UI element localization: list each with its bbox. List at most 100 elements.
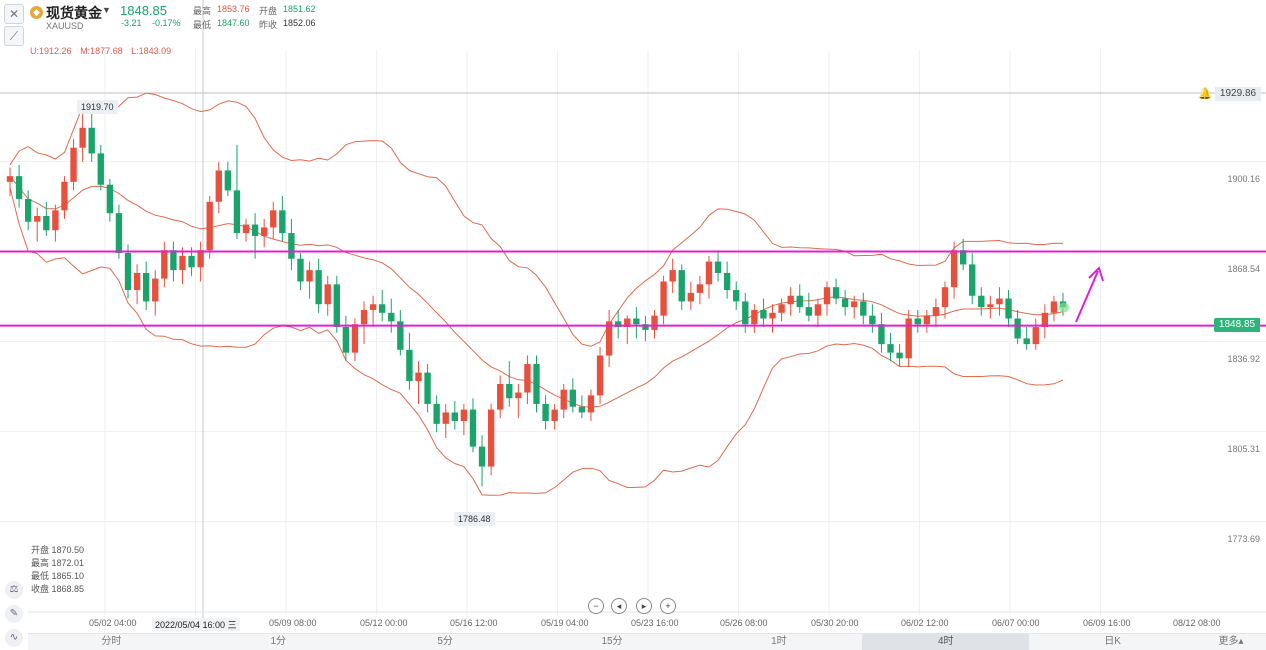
high-label: 最高 bbox=[193, 6, 212, 16]
candle-body bbox=[778, 304, 785, 313]
tab-5min[interactable]: 5分 bbox=[437, 636, 453, 647]
candle-body bbox=[315, 270, 322, 305]
period-low-label: 1786.48 bbox=[454, 512, 495, 526]
chevron-down-icon[interactable]: ▼ bbox=[102, 5, 111, 15]
candle-body bbox=[188, 255, 195, 268]
scroll-left-icon[interactable]: ◂ bbox=[611, 598, 627, 614]
tab-1hour[interactable]: 1时 bbox=[771, 636, 787, 647]
gold-coin-icon: ◆ bbox=[30, 6, 43, 19]
candle-body bbox=[52, 210, 59, 231]
close-chart-icon[interactable]: ✕ bbox=[4, 4, 24, 24]
candle-body bbox=[497, 383, 504, 410]
candle-body bbox=[233, 190, 241, 234]
indicator-icon[interactable]: ⚖ bbox=[5, 581, 23, 599]
zoom-in-icon[interactable]: + bbox=[660, 598, 676, 614]
candle-body bbox=[978, 295, 985, 308]
candle-body bbox=[950, 250, 958, 288]
time-axis-label: 05/02 04:00 bbox=[89, 618, 137, 628]
price-change: -3.21 bbox=[121, 18, 142, 28]
candle-body bbox=[678, 270, 685, 302]
candle-body bbox=[887, 344, 894, 353]
symbol-name[interactable]: 现货黄金 bbox=[46, 5, 102, 21]
time-axis-label: 05/12 00:00 bbox=[360, 618, 408, 628]
low-label: 最低 bbox=[193, 20, 212, 30]
candle-body bbox=[306, 270, 313, 282]
candle-body bbox=[15, 176, 23, 199]
candle-body bbox=[560, 389, 567, 410]
candle-body bbox=[106, 184, 114, 214]
candle-body bbox=[651, 315, 658, 330]
draw-tool-icon[interactable]: ⟋ bbox=[4, 26, 24, 46]
candle-body bbox=[569, 389, 576, 407]
candle-body bbox=[469, 409, 477, 447]
candle-body bbox=[424, 372, 431, 404]
tab-more[interactable]: 更多▴ bbox=[1218, 636, 1244, 647]
tab-1min[interactable]: 1分 bbox=[270, 636, 287, 647]
boll-upper-line bbox=[9, 92, 1064, 347]
horizontal-lines bbox=[0, 250, 1266, 327]
candle-body bbox=[369, 304, 377, 310]
candle-body bbox=[133, 272, 141, 291]
scroll-right-icon[interactable]: ▸ bbox=[636, 598, 652, 614]
candle-body bbox=[624, 318, 631, 328]
prev-close-value: 1852.06 bbox=[283, 18, 316, 28]
candle-body bbox=[896, 352, 903, 359]
candle-body bbox=[451, 412, 458, 421]
price-axis-label: 1773.69 bbox=[1227, 534, 1260, 544]
candle-body bbox=[297, 258, 304, 282]
bollinger-values: U:1912.26 M:1877.68 L:1843.09 bbox=[30, 46, 177, 56]
candle-body bbox=[406, 349, 413, 382]
candle-body bbox=[515, 392, 522, 399]
current-price-tag: 1848.85 bbox=[1214, 318, 1260, 332]
candle-body bbox=[987, 304, 994, 308]
tab-15min[interactable]: 15分 bbox=[601, 636, 623, 647]
candle-body bbox=[860, 301, 867, 316]
candle-body bbox=[605, 321, 613, 356]
candle-body bbox=[823, 287, 831, 305]
time-axis-label: 05/26 08:00 bbox=[720, 618, 768, 628]
open-value: 1851.62 bbox=[283, 4, 316, 14]
candle-body bbox=[215, 170, 222, 202]
candle-body bbox=[1032, 327, 1039, 345]
trend-arrow-head bbox=[1088, 266, 1104, 282]
price-axis-label: 1900.16 bbox=[1227, 174, 1260, 184]
candle-body bbox=[751, 309, 758, 325]
candle-body bbox=[6, 176, 14, 182]
candle-body bbox=[97, 153, 104, 185]
pen-icon[interactable]: ✎ bbox=[5, 605, 23, 623]
price-change-pct: -0.17% bbox=[152, 18, 181, 28]
candle-body bbox=[733, 290, 740, 302]
tab-fenshi[interactable]: 分时 bbox=[101, 636, 122, 647]
candle-body bbox=[242, 224, 250, 234]
candle-body bbox=[742, 301, 749, 325]
candle-body bbox=[206, 201, 213, 251]
candle-body bbox=[379, 304, 386, 313]
alert-price-tag[interactable]: 1929.86 bbox=[1215, 87, 1261, 101]
candle-body bbox=[61, 181, 68, 211]
candle-body bbox=[433, 403, 440, 424]
candle-body bbox=[324, 284, 331, 305]
candle-body bbox=[79, 127, 86, 148]
tab-daily[interactable]: 日K bbox=[1104, 636, 1121, 647]
candle-body bbox=[1005, 298, 1012, 319]
candle-body bbox=[397, 321, 404, 350]
candle-body bbox=[506, 383, 513, 399]
wave-icon[interactable]: ∿ bbox=[5, 629, 23, 647]
tab-4hour[interactable]: 4时 bbox=[862, 634, 1030, 650]
candle-body bbox=[542, 403, 549, 421]
prev-close-label: 昨收 bbox=[259, 20, 278, 30]
candle-body bbox=[442, 412, 449, 424]
candle-body bbox=[460, 409, 468, 421]
candle-body bbox=[88, 127, 95, 154]
boll-lower-line bbox=[9, 187, 1064, 496]
candle-body bbox=[161, 250, 168, 279]
time-axis-label: 06/09 16:00 bbox=[1083, 618, 1131, 628]
candle-body bbox=[660, 281, 667, 316]
candlestick-series bbox=[6, 105, 1067, 487]
candle-body bbox=[814, 304, 822, 316]
zoom-out-icon[interactable]: − bbox=[588, 598, 604, 614]
candle-body bbox=[24, 198, 32, 222]
candle-body bbox=[905, 318, 912, 359]
bell-icon[interactable]: 🔔 bbox=[1198, 88, 1212, 100]
